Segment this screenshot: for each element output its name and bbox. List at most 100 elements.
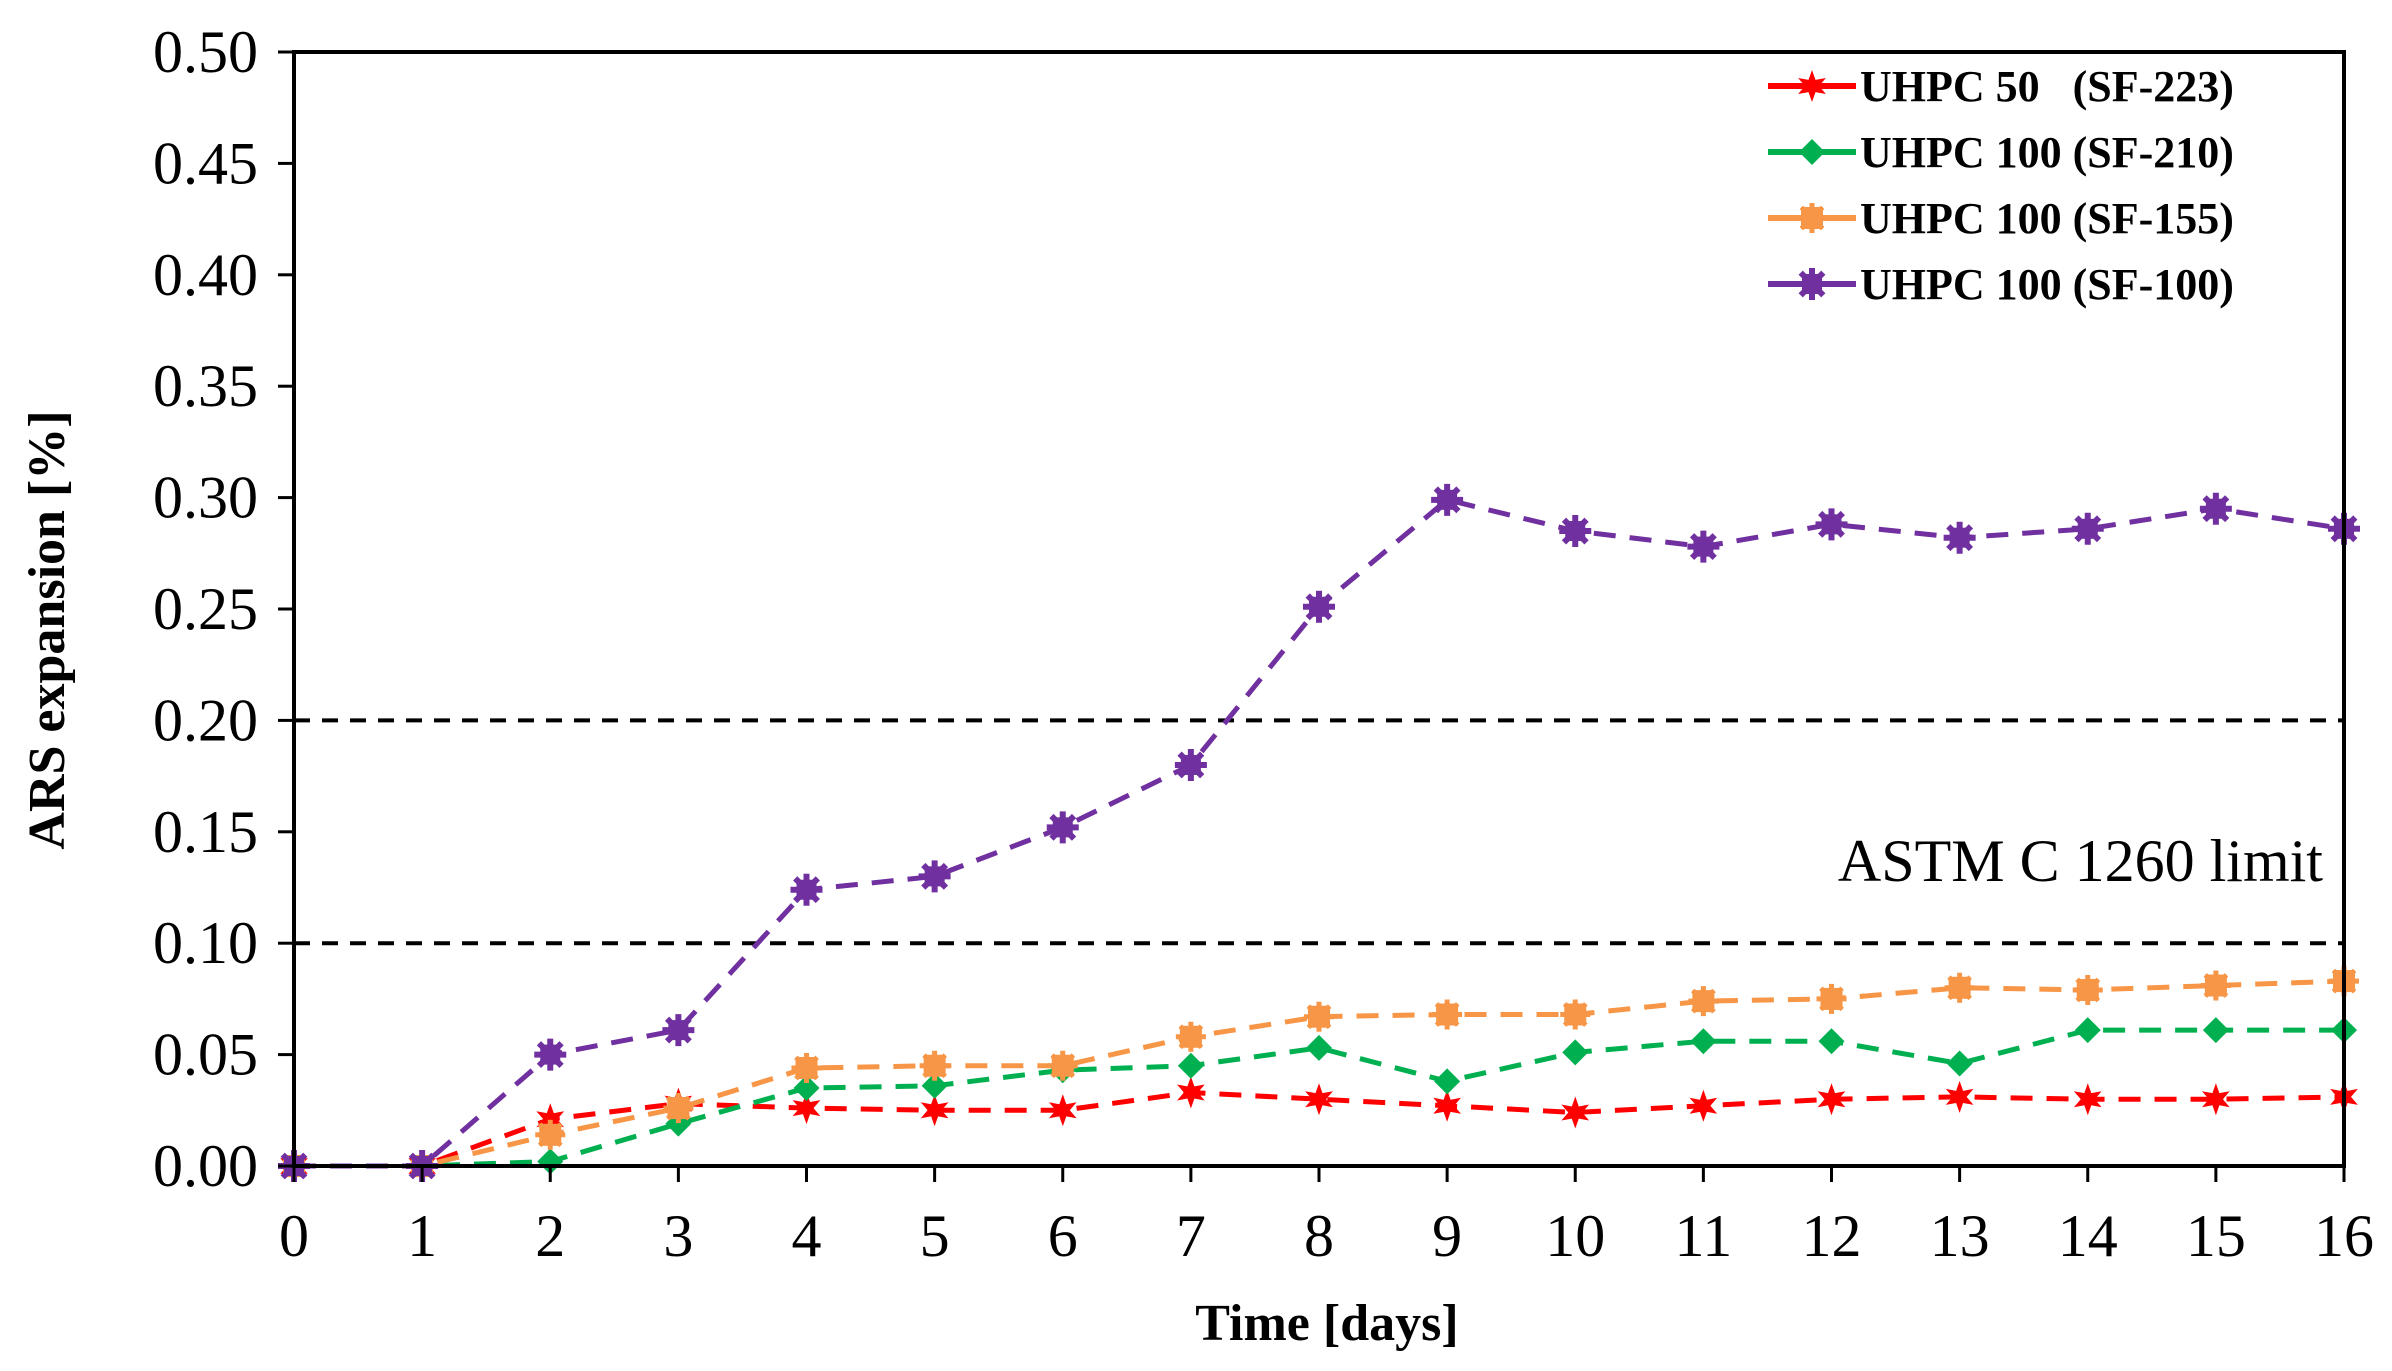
- x-tick-label: 14: [2058, 1203, 2118, 1269]
- marker-spoke: [1691, 988, 1716, 1014]
- star-marker: [1177, 1076, 1205, 1109]
- square-marker: [1304, 1001, 1334, 1032]
- legend-label: UHPC 100 (SF-155): [1860, 194, 2234, 243]
- x-axis-title: Time [days]: [1195, 1295, 1458, 1352]
- asterisk-marker: [1687, 530, 1720, 563]
- star-marker: [1433, 1089, 1461, 1122]
- square-marker: [2200, 970, 2231, 1001]
- star-marker: [1945, 1080, 1974, 1113]
- asterisk-marker: [918, 860, 951, 893]
- diamond-marker: [793, 1075, 820, 1102]
- legend-item: UHPC 100 (SF-210): [1768, 128, 2234, 177]
- star-marker: [1798, 70, 1826, 102]
- marker-spoke: [922, 1053, 947, 1079]
- marker-spoke: [2202, 495, 2230, 523]
- asterisk-marker: [1796, 268, 1828, 300]
- diamond-marker: [2202, 1017, 2229, 1044]
- axis-ticks: [278, 50, 2346, 1182]
- marker-spoke: [1819, 986, 1844, 1012]
- y-tick-label: 0.05: [153, 1022, 258, 1088]
- marker-spoke: [1561, 517, 1589, 545]
- y-tick-label: 0.35: [153, 353, 258, 419]
- y-tick-label: 0.30: [153, 465, 258, 531]
- star-marker: [536, 1103, 565, 1136]
- square-marker: [1047, 1050, 1078, 1081]
- marker-spoke: [1050, 1053, 1076, 1079]
- x-tick-label: 12: [1802, 1203, 1862, 1269]
- square-marker: [663, 1093, 694, 1124]
- x-tick-label: 3: [663, 1203, 693, 1269]
- asterisk-marker: [1943, 521, 1976, 554]
- x-tick-label: 13: [1930, 1203, 1990, 1269]
- diamond-marker: [1818, 1028, 1845, 1055]
- star-marker: [1689, 1089, 1718, 1122]
- legend-item: UHPC 100 (SF-100): [1768, 260, 2234, 309]
- x-tick-label: 15: [2186, 1203, 2246, 1269]
- asterisk-marker: [1815, 508, 1848, 541]
- asterisk-marker: [534, 1038, 567, 1071]
- y-tick-label: 0.10: [153, 910, 258, 976]
- star-marker: [1817, 1083, 1846, 1116]
- x-tick-label: 0: [279, 1203, 309, 1269]
- marker-spoke: [1818, 510, 1845, 538]
- asterisk-marker: [1303, 590, 1335, 623]
- diamond-marker: [537, 1148, 564, 1175]
- marker-spoke: [1305, 593, 1333, 621]
- series-line: [294, 1027, 2344, 1169]
- square-marker: [919, 1050, 950, 1081]
- marker-spoke: [921, 862, 949, 890]
- diamond-marker: [1799, 139, 1825, 165]
- star-marker: [920, 1094, 949, 1127]
- y-tick-label: 0.20: [153, 687, 258, 753]
- diamond-marker: [1562, 1039, 1589, 1066]
- marker-spoke: [1434, 1002, 1460, 1027]
- square-marker: [1175, 1021, 1206, 1052]
- diamond-marker: [1946, 1050, 1973, 1077]
- marker-spoke: [1798, 270, 1826, 298]
- diamond-marker: [1434, 1068, 1461, 1095]
- reference-lines: [294, 718, 2344, 946]
- diamond-marker: [1177, 1052, 1204, 1079]
- legend-item: UHPC 100 (SF-155): [1768, 194, 2234, 243]
- star-marker: [1048, 1094, 1077, 1127]
- legend-label: UHPC 100 (SF-100): [1860, 260, 2234, 309]
- x-tick-label: 10: [1545, 1203, 1605, 1269]
- asterisk-marker: [2199, 492, 2232, 525]
- square-marker: [1432, 999, 1463, 1030]
- square-marker: [1560, 999, 1591, 1030]
- square-marker: [2072, 974, 2103, 1005]
- x-tick-label: 16: [2314, 1203, 2374, 1269]
- square-marker: [535, 1119, 566, 1150]
- marker-spoke: [1799, 205, 1825, 231]
- star-marker: [2073, 1083, 2102, 1116]
- x-tick-label: 2: [535, 1203, 565, 1269]
- x-tick-labels: 0 1 2 3 4 5 6 7 8 9 10 11 12 13 14 15 16: [279, 1203, 2374, 1269]
- star-marker: [1561, 1096, 1590, 1129]
- legend-label: UHPC 100 (SF-210): [1860, 128, 2234, 177]
- marker-spoke: [1946, 524, 1974, 552]
- asterisk-marker: [1431, 483, 1464, 516]
- legend: UHPC 50 (SF-223) UHPC 100 (SF-210) UHPC 10…: [1768, 62, 2234, 309]
- star-marker: [1305, 1083, 1333, 1116]
- square-marker: [1688, 986, 1719, 1017]
- y-axis-title: ARS expansion [%]: [19, 410, 76, 849]
- square-marker: [1816, 983, 1847, 1014]
- star-marker: [2202, 1083, 2230, 1116]
- y-tick-label: 0.45: [153, 130, 258, 196]
- marker-spoke: [1433, 486, 1461, 514]
- y-tick-label: 0.25: [153, 576, 258, 642]
- y-tick-label: 0.50: [153, 19, 258, 85]
- marker-spoke: [794, 1055, 819, 1081]
- y-tick-label: 0.40: [153, 242, 258, 308]
- asterisk-marker: [790, 873, 823, 906]
- marker-spoke: [1177, 751, 1205, 779]
- astm-limit-annotation: ASTM C 1260 limit: [1838, 828, 2323, 894]
- marker-spoke: [2074, 515, 2102, 543]
- marker-spoke: [793, 876, 820, 904]
- y-tick-labels: 0.00 0.05 0.10 0.15 0.20 0.25 0.30 0.35 0.40 0.45…: [153, 19, 258, 1199]
- y-tick-label: 0.00: [153, 1133, 258, 1199]
- x-tick-label: 9: [1432, 1203, 1462, 1269]
- square-marker: [1944, 972, 1975, 1003]
